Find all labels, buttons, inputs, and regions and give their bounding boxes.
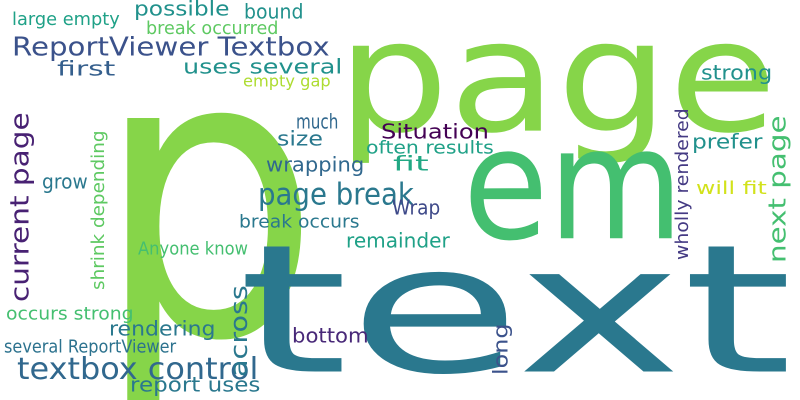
word: size <box>277 127 323 152</box>
word: often results <box>366 136 494 159</box>
word: bound <box>244 0 304 25</box>
word: text <box>238 206 793 400</box>
word: ReportViewer Textbox <box>12 31 330 63</box>
word: Wrap <box>392 196 441 221</box>
word: rendering <box>109 317 216 342</box>
word: strong <box>701 61 773 86</box>
word: p <box>95 0 321 400</box>
word: prefer <box>692 130 763 155</box>
word: occurs strong <box>6 302 134 325</box>
word: first <box>57 57 116 82</box>
word: long <box>489 323 514 375</box>
word: several ReportViewer <box>4 335 177 358</box>
word: wrapping <box>266 153 365 178</box>
word: possible <box>134 0 230 22</box>
word: grow <box>42 170 88 195</box>
word: break occurs <box>239 210 360 233</box>
word: break occurred <box>146 18 279 40</box>
word: much <box>296 110 339 135</box>
word: large empty <box>12 9 120 31</box>
word: textbox control <box>17 351 259 387</box>
word: empty gap <box>243 72 331 92</box>
word: page <box>337 0 778 168</box>
word: across <box>225 285 254 377</box>
word: shrink depending <box>88 130 110 290</box>
word: uses several <box>183 55 343 80</box>
word: will fit <box>696 178 767 200</box>
word: Situation <box>381 120 489 145</box>
word: next page <box>763 115 792 264</box>
word: em <box>463 95 684 276</box>
word: report uses <box>130 373 261 398</box>
word: Anyone know <box>138 237 248 260</box>
word: remainder <box>346 229 450 254</box>
word: fit <box>393 152 429 177</box>
word: current page <box>5 112 36 302</box>
word: wholly rendered <box>672 108 694 261</box>
word: page break <box>258 178 414 213</box>
word: bottom <box>292 324 369 349</box>
